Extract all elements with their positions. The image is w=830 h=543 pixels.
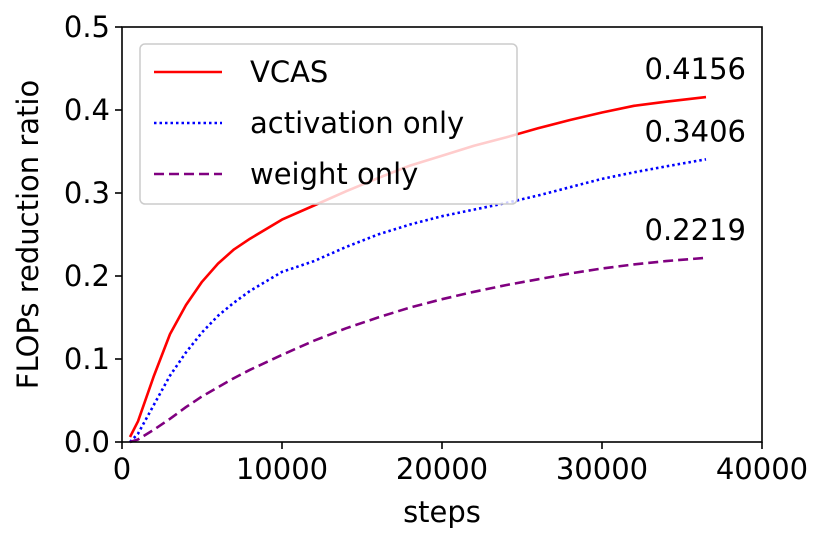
x-tick-label: 40000	[716, 452, 808, 486]
end-value-label: 0.2219	[645, 213, 746, 247]
y-tick-label: 0.2	[64, 259, 110, 293]
y-tick-label: 0.1	[64, 342, 110, 376]
x-tick-label: 20000	[396, 452, 488, 486]
y-axis-label: FLOPs reduction ratio	[11, 80, 45, 389]
legend-label: activation only	[250, 106, 464, 140]
x-tick-label: 30000	[556, 452, 648, 486]
series-line-2	[129, 256, 707, 444]
y-tick-label: 0.0	[64, 425, 110, 459]
axis-ticks: 0 10000 20000 30000 40000 0.0 0.1 0.2 0.3 0.4 0.5	[64, 10, 808, 486]
x-tick-label: 0	[113, 452, 131, 486]
legend-box	[139, 43, 518, 205]
legend-label: VCAS	[250, 55, 328, 89]
end-value-label: 0.3406	[645, 114, 746, 148]
y-tick-label: 0.3	[64, 176, 110, 210]
end-value-labels: 0.4156 0.3406 0.2219	[645, 52, 746, 247]
legend: VCAS activation only weight only	[139, 43, 518, 205]
y-tick-label: 0.5	[64, 10, 110, 44]
y-tick-label: 0.4	[64, 93, 110, 127]
x-tick-label: 10000	[236, 452, 328, 486]
legend-label: weight only	[250, 157, 418, 191]
end-value-label: 0.4156	[645, 52, 746, 86]
x-axis-label: steps	[403, 495, 481, 529]
